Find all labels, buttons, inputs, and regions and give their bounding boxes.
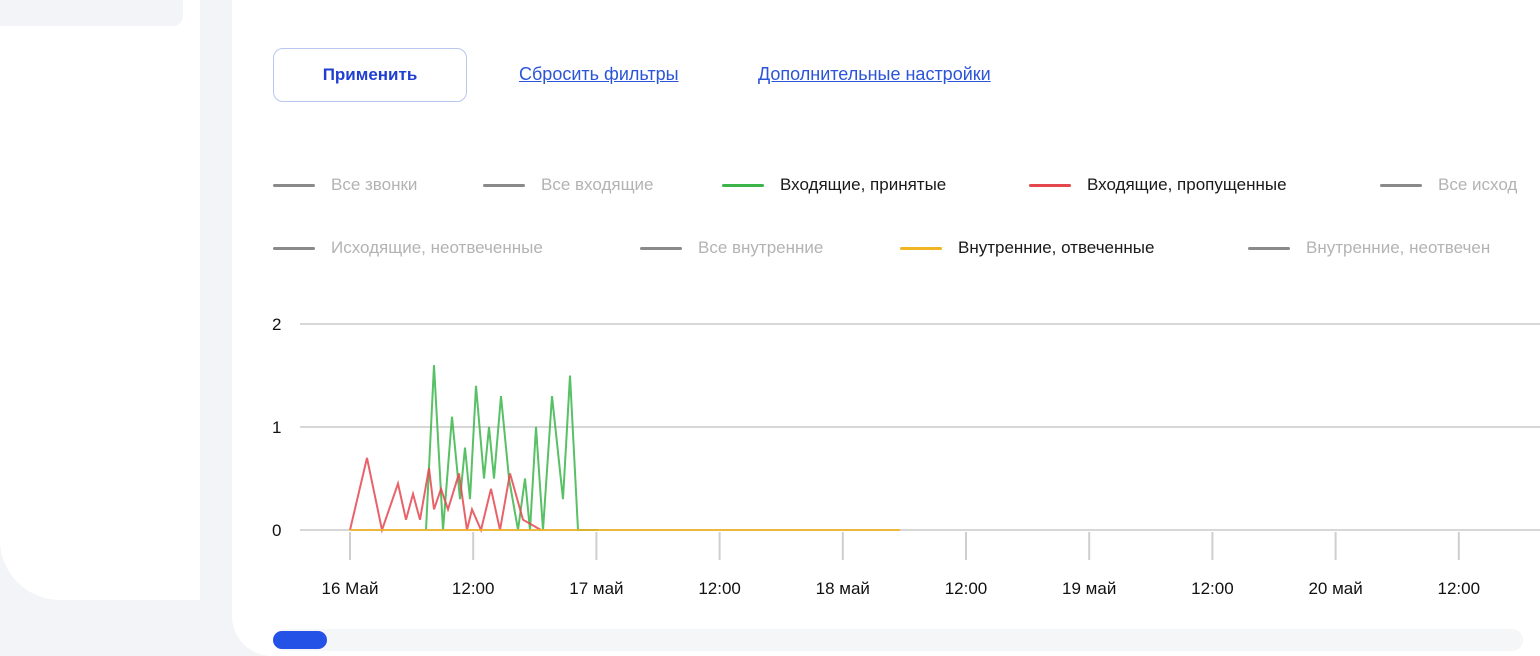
legend-swatch <box>640 246 682 250</box>
advanced-settings-link[interactable]: Дополнительные настройки <box>758 64 991 84</box>
legend-label: Внутренние, отвеченные <box>958 238 1155 257</box>
legend-item-all-incoming[interactable]: Все входящие <box>483 175 654 195</box>
legend-label: Все внутренние <box>698 238 824 257</box>
x-tick-label: 12:00 <box>1438 579 1481 598</box>
legend-label: Все исход <box>1438 175 1518 194</box>
legend-swatch <box>273 246 315 250</box>
x-tick-label: 20 май <box>1308 579 1362 598</box>
y-tick-label: 2 <box>272 315 281 334</box>
x-tick-label: 12:00 <box>452 579 495 598</box>
legend-item-internal-answered[interactable]: Внутренние, отвеченные <box>900 238 1154 258</box>
x-tick-label: 18 май <box>816 579 870 598</box>
reset-filters-link[interactable]: Сбросить фильтры <box>519 64 679 84</box>
x-tick-label: 17 май <box>569 579 623 598</box>
legend-label: Входящие, пропущенные <box>1087 175 1287 194</box>
legend-label: Внутренние, неотвечен <box>1306 238 1491 257</box>
x-tick-label: 16 Май <box>322 579 379 598</box>
legend-label: Исходящие, неотвеченные <box>331 238 543 257</box>
legend-item-all-internal[interactable]: Все внутренние <box>640 238 823 258</box>
legend-swatch <box>483 183 525 187</box>
report-panel <box>232 0 1540 656</box>
legend-item-internal-unanswered[interactable]: Внутренние, неотвечен <box>1248 238 1490 258</box>
series-line <box>349 457 542 534</box>
legend-swatch <box>1029 183 1071 187</box>
legend-swatch <box>722 183 764 187</box>
legend-swatch <box>1380 183 1422 187</box>
chart-scroll-thumb[interactable] <box>273 631 327 649</box>
legend-item-all-calls[interactable]: Все звонки <box>273 175 417 195</box>
side-panel-top-strip <box>0 0 183 26</box>
x-tick-label: 12:00 <box>1191 579 1234 598</box>
side-panel <box>0 0 200 600</box>
x-tick-label: 12:00 <box>945 579 988 598</box>
legend-item-incoming-missed[interactable]: Входящие, пропущенные <box>1029 175 1287 195</box>
chart-scroll-track[interactable] <box>273 629 1523 651</box>
legend-item-outgoing-unanswered[interactable]: Исходящие, неотвеченные <box>273 238 543 258</box>
legend-label: Входящие, принятые <box>780 175 947 194</box>
x-tick-label: 19 май <box>1062 579 1116 598</box>
x-tick-label: 12:00 <box>698 579 741 598</box>
y-tick-label: 0 <box>272 521 281 540</box>
legend-swatch <box>1248 246 1290 250</box>
legend-swatch <box>900 246 942 250</box>
legend-label: Все звонки <box>331 175 418 194</box>
y-tick-label: 1 <box>272 418 281 437</box>
legend-label: Все входящие <box>541 175 654 194</box>
series-line <box>425 365 598 531</box>
legend-swatch <box>273 183 315 187</box>
legend-item-incoming-accepted[interactable]: Входящие, принятые <box>722 175 946 195</box>
apply-button[interactable]: Применить <box>273 48 467 102</box>
legend-item-all-outgoing[interactable]: Все исход <box>1380 175 1517 195</box>
